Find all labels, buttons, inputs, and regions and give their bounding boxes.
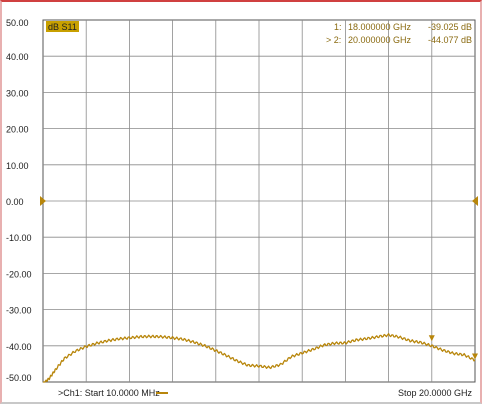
y-tick-label: 10.00 <box>6 161 29 171</box>
y-tick-label: 0.00 <box>6 197 24 207</box>
footer-start: >Ch1: Start 10.0000 MHz <box>58 388 160 398</box>
marker-2-label: > 2: <box>326 35 341 45</box>
grid-lines <box>43 20 475 382</box>
marker-1-value: -39.025 dB <box>428 22 472 32</box>
y-tick-label: -30.00 <box>6 306 32 316</box>
marker-readout: 1: 18.000000 GHz -39.025 dB > 2: 20.0000… <box>326 22 472 45</box>
y-tick-label: -40.00 <box>6 342 32 352</box>
trace-label-badge <box>46 21 79 32</box>
y-tick-label: -50.00 <box>6 373 32 383</box>
reference-arrow-right <box>472 196 478 206</box>
marker-2-value: -44.077 dB <box>428 35 472 45</box>
marker-symbols <box>428 335 478 360</box>
y-tick-label: 30.00 <box>6 88 29 98</box>
s11-trace <box>42 333 476 383</box>
marker-2-freq: 20.000000 GHz <box>348 35 412 45</box>
y-tick-label: 40.00 <box>6 52 29 62</box>
marker-1-symbol <box>428 335 435 342</box>
y-tick-labels: 50.00 40.00 30.00 20.00 10.00 0.00 -10.00 -20.0… <box>6 18 32 383</box>
reference-arrow-left <box>40 196 46 206</box>
y-tick-label: 50.00 <box>6 18 29 28</box>
trace-label: dB S11 <box>48 22 77 32</box>
y-tick-label: -10.00 <box>6 233 32 243</box>
y-tick-label: 20.00 <box>6 125 29 135</box>
marker-2-symbol <box>472 353 478 360</box>
marker-1-label: 1: <box>334 22 342 32</box>
footer-stop: Stop 20.0000 GHz <box>398 388 473 398</box>
marker-1-freq: 18.000000 GHz <box>348 22 412 32</box>
y-tick-label: -20.00 <box>6 269 32 279</box>
